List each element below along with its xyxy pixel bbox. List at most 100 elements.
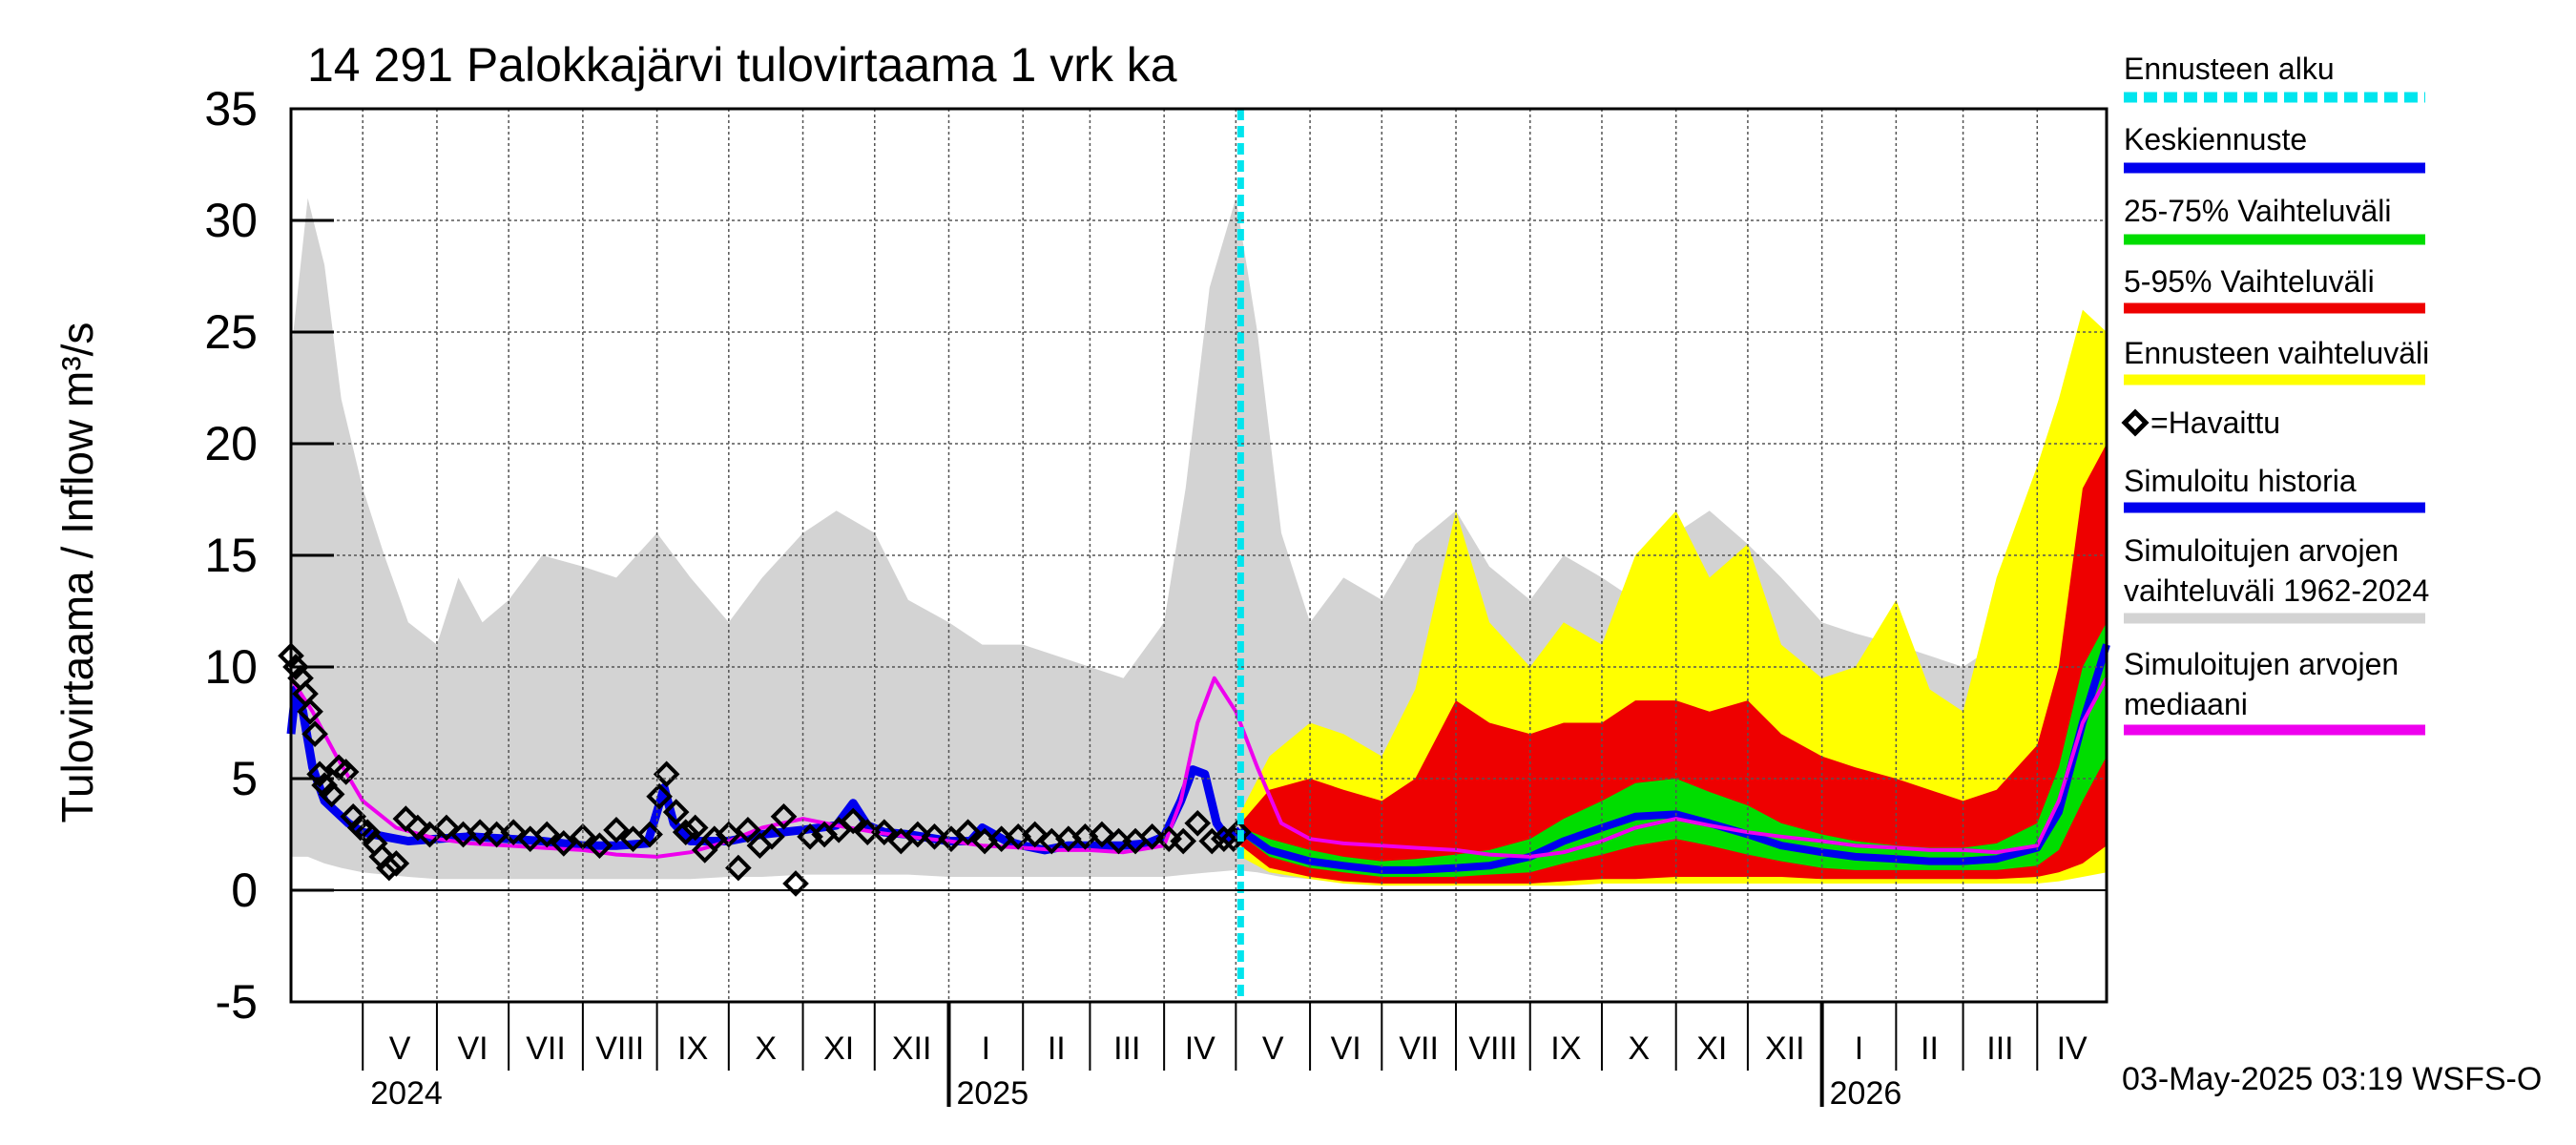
month-label: I [982, 1030, 990, 1067]
observed-point [672, 819, 699, 845]
observed-point [586, 832, 613, 860]
observed-point [405, 814, 431, 842]
observed-point [921, 823, 948, 850]
legend-label: Ennusteen vaihteluväli [2124, 336, 2429, 370]
legend-label: Simuloitu historia [2124, 464, 2357, 498]
observed-point [1170, 827, 1197, 855]
legend-label: vaihteluväli 1962-2024 [2124, 573, 2429, 608]
month-label: II [1048, 1030, 1066, 1067]
legend-label: Simuloitujen arvojen [2124, 533, 2399, 568]
observed-point [383, 850, 410, 877]
observed-point [297, 697, 323, 725]
month-label: VII [526, 1030, 566, 1067]
observed-point [725, 854, 752, 882]
observed-point [1089, 821, 1115, 848]
month-label: VIII [595, 1030, 644, 1067]
month-label: VIII [1468, 1030, 1517, 1067]
month-label: VI [457, 1030, 488, 1067]
legend-label: mediaani [2124, 687, 2248, 721]
observed-point [662, 799, 690, 825]
legend-label: 5-95% Vaihteluväli [2124, 264, 2375, 299]
observed-point [467, 819, 493, 845]
observed-point [1198, 827, 1226, 855]
chart-title: 14 291 Palokkajärvi tulovirtaama 1 vrk k… [307, 38, 1177, 92]
y-tick-label: 35 [204, 82, 258, 135]
observed-point [570, 823, 596, 850]
observed-point [1021, 821, 1049, 848]
plot-area [278, 109, 2110, 1002]
legend-label: Simuloitujen arvojen [2124, 647, 2399, 681]
observed-point [1105, 827, 1132, 855]
legend-label: 25-75% Vaihteluväli [2124, 194, 2391, 228]
observed-point [782, 870, 809, 897]
month-label: XI [1696, 1030, 1727, 1067]
month-label: IX [677, 1030, 708, 1067]
observed-point [646, 782, 673, 810]
y-tick-label: 10 [204, 640, 258, 694]
observed-point [870, 819, 898, 845]
observed-point [1184, 809, 1212, 837]
observed-point [735, 816, 761, 843]
observed-point [318, 781, 345, 808]
month-label: III [1113, 1030, 1140, 1067]
y-tick-label: 5 [231, 752, 258, 805]
month-label: V [1262, 1030, 1284, 1067]
observed-point [433, 814, 460, 842]
y-tick-label: 20 [204, 417, 258, 470]
month-label: VII [1399, 1030, 1439, 1067]
x-axis: V VI VII VIII IX X XI XII I II III IV V VI VII VIII IX X X… [362, 1002, 2088, 1112]
y-tick-label: -5 [216, 975, 258, 1029]
month-label: II [1921, 1030, 1939, 1067]
legend-item-keskiennuste: Keskiennuste [2124, 122, 2425, 174]
month-label: V [389, 1030, 411, 1067]
legend-item-simuloitujen-arvojen-mediaani: Simuloitujen arvojen mediaani [2124, 647, 2425, 736]
legend-item-simuloitujen-arvojen-vaihteluv-li-1962-2024: Simuloitujen arvojen vaihteluväli 1962-20… [2124, 533, 2429, 624]
month-label: XI [823, 1030, 854, 1067]
observed-point [282, 654, 309, 680]
month-label: VI [1331, 1030, 1361, 1067]
legend-label: Keskiennuste [2124, 122, 2307, 156]
legend: Ennusteen alku Keskiennuste 25-75% Vaihtel… [2121, 52, 2429, 736]
month-label: X [755, 1030, 777, 1067]
y-tick-label: 0 [231, 864, 258, 917]
observed-point [681, 814, 709, 842]
observed-point [1138, 823, 1166, 850]
legend-label: =Havaittu [2150, 406, 2280, 440]
observed-point [1225, 819, 1252, 845]
legend-item-ennusteen-vaihteluv-li: Ennusteen vaihteluväli [2124, 336, 2429, 385]
observed-point [603, 816, 630, 843]
observed-point [500, 819, 528, 845]
month-label: XII [1765, 1030, 1805, 1067]
legend-item-ennusteen-alku: Ennusteen alku [2124, 52, 2425, 103]
legend-item-5-95-vaihteluv-li: 5-95% Vaihteluväli [2124, 264, 2425, 314]
year-label: 2025 [956, 1075, 1028, 1112]
5-95-vaihteluv-li-band [1240, 444, 2107, 884]
month-label: IX [1550, 1030, 1581, 1067]
month-label: I [1855, 1030, 1863, 1067]
timestamp-label: 03-May-2025 03:19 WSFS-O [2122, 1061, 2542, 1097]
legend-item-25-75-vaihteluv-li: 25-75% Vaihteluväli [2124, 194, 2425, 245]
legend-label: Ennusteen alku [2124, 52, 2335, 86]
observed-point [840, 807, 867, 835]
y-axis: -5 0 5 10 15 20 25 30 35 [204, 82, 334, 1029]
observed-point [954, 819, 982, 845]
observed-point [301, 720, 328, 748]
observed-point [392, 805, 420, 832]
year-label: 2026 [1830, 1075, 1902, 1112]
y-axis-label: Tulovirtaama / Inflow m³/s [52, 323, 102, 823]
year-label: 2024 [370, 1075, 443, 1112]
observed-point [758, 823, 785, 850]
observed-point [904, 821, 931, 848]
month-label: III [1986, 1030, 2013, 1067]
legend-item-havaittu: =Havaittu [2121, 406, 2280, 440]
observed-point [770, 802, 798, 830]
observed-point [653, 760, 680, 788]
month-label: IV [2057, 1030, 2088, 1067]
y-tick-label: 15 [204, 529, 258, 582]
observed-point [306, 760, 333, 788]
observed-points [278, 642, 1252, 897]
observed-point [375, 854, 403, 882]
month-label: X [1628, 1030, 1650, 1067]
observed-point [533, 821, 561, 848]
